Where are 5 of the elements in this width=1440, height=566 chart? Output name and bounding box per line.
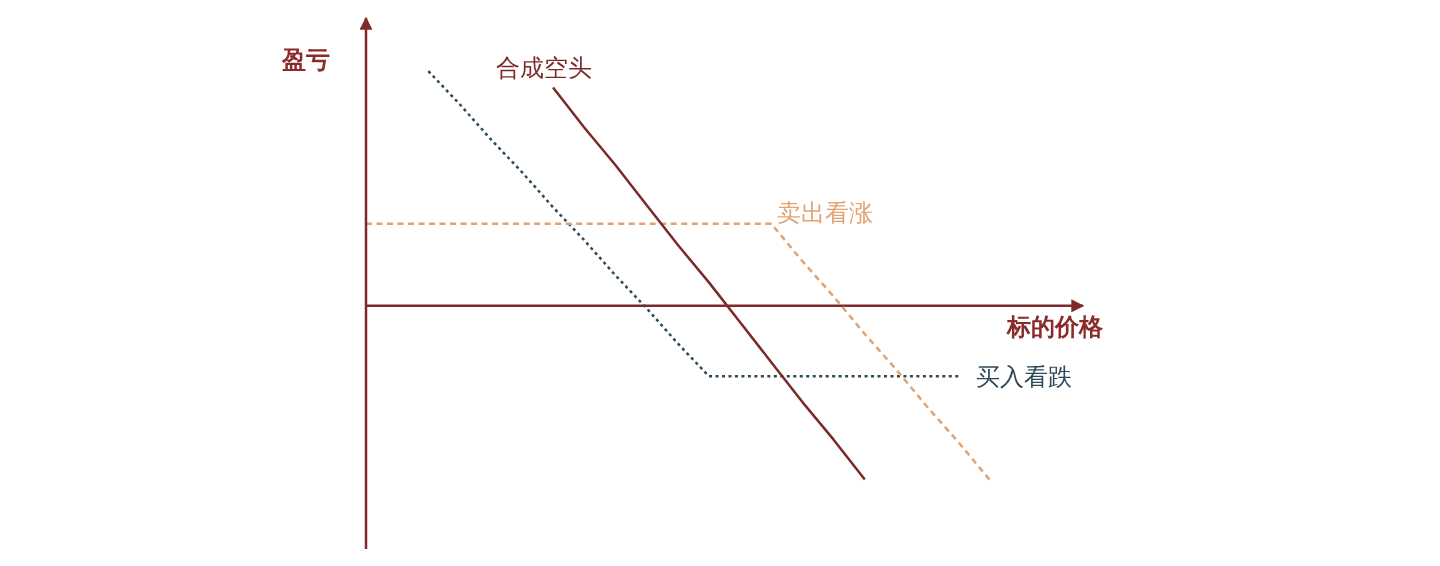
x-axis-title: 标的价格: [1007, 312, 1103, 341]
series-label: 卖出看涨: [777, 198, 874, 227]
series-label: 合成空头: [496, 53, 593, 82]
y-axis-title: 盈亏: [282, 46, 330, 74]
series-label: 买入看跌: [976, 363, 1073, 392]
